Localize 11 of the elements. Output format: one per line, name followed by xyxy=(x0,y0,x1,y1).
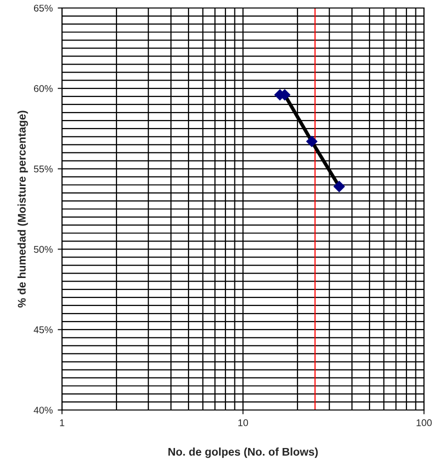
y-tick-label: 50% xyxy=(34,246,53,253)
y-tick-label: 55% xyxy=(34,166,53,172)
y-tick-label: 40% xyxy=(34,406,53,414)
x-tick-label: 100 xyxy=(416,419,432,426)
y-axis-title: % de humedad (Moisture percentage) xyxy=(18,110,28,308)
y-tick-label: 60% xyxy=(34,85,53,92)
y-tick-label: 65% xyxy=(34,4,53,12)
y-tick-label: 45% xyxy=(34,326,53,334)
x-tick-label: 10 xyxy=(238,419,248,426)
x-tick-label: 1 xyxy=(60,419,64,426)
x-axis-title: No. de golpes (No. of Blows) xyxy=(168,448,318,458)
